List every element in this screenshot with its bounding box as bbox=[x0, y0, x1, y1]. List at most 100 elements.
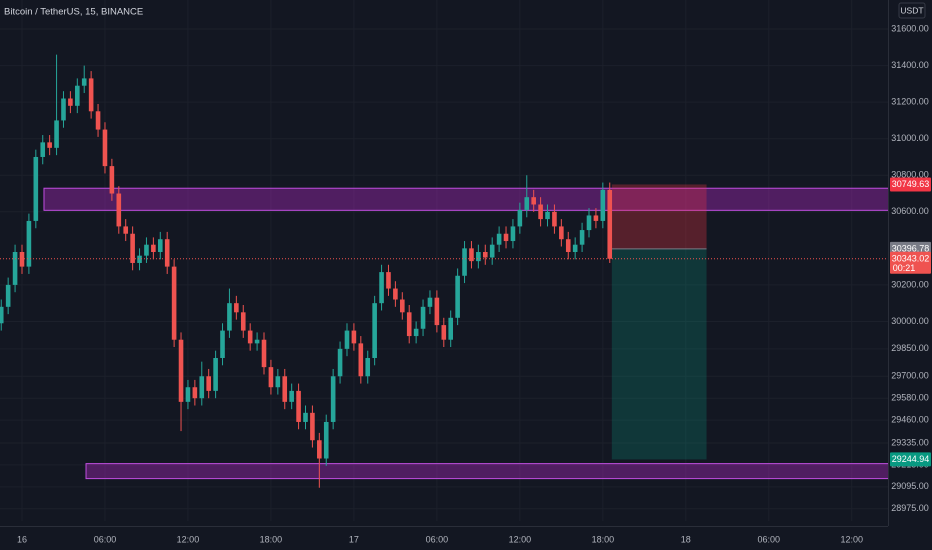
y-tick-label: 30800.00 bbox=[891, 170, 929, 180]
y-tick-label: 29335.00 bbox=[891, 437, 929, 447]
candle-body bbox=[469, 248, 474, 262]
chart-title: Bitcoin / TetherUS, 15, BINANCE bbox=[4, 7, 143, 18]
candle-body bbox=[234, 303, 239, 313]
last-price-box bbox=[890, 251, 931, 274]
candle-body bbox=[351, 330, 357, 344]
stop-label-box bbox=[890, 177, 931, 192]
candle-body bbox=[144, 244, 149, 256]
unit-label: USDT bbox=[900, 5, 923, 15]
candle-body bbox=[455, 275, 460, 318]
candle-body bbox=[254, 339, 260, 344]
candle-body bbox=[559, 226, 564, 240]
candle-body bbox=[213, 357, 218, 391]
candle-body bbox=[538, 204, 543, 220]
candle-body bbox=[420, 306, 426, 329]
x-tick-label: 12:00 bbox=[841, 534, 864, 544]
candle-body bbox=[289, 390, 294, 402]
stop-label: 30749.63 bbox=[892, 179, 930, 189]
x-tick-label: 12:00 bbox=[177, 534, 200, 544]
candle-body bbox=[517, 209, 523, 227]
x-tick-label: 12:00 bbox=[509, 534, 532, 544]
target-label-box bbox=[890, 452, 931, 467]
candle-body bbox=[365, 357, 371, 377]
candle-body bbox=[109, 166, 115, 194]
candle-body bbox=[462, 248, 467, 276]
candle-body bbox=[5, 284, 11, 307]
stop-area bbox=[611, 184, 707, 249]
candle-body bbox=[151, 244, 156, 253]
candle-body bbox=[157, 239, 163, 253]
countdown-label: 00:21 bbox=[893, 263, 916, 273]
candle-body bbox=[552, 211, 557, 227]
candle-body bbox=[102, 129, 108, 167]
candle-body bbox=[441, 325, 447, 340]
candle-body bbox=[178, 339, 184, 402]
candle-body bbox=[323, 421, 329, 459]
candle-body bbox=[275, 376, 281, 388]
candle-body bbox=[240, 312, 246, 331]
x-tick-label: 18:00 bbox=[592, 534, 615, 544]
candle-body bbox=[75, 85, 80, 106]
candle-body bbox=[317, 440, 322, 459]
candle-body bbox=[261, 339, 267, 368]
time-axis bbox=[0, 526, 932, 550]
candle-body bbox=[607, 189, 613, 259]
candle-body bbox=[586, 215, 592, 231]
y-tick-label: 30600.00 bbox=[891, 206, 929, 216]
candle-body bbox=[185, 387, 191, 402]
y-tick-label: 29460.00 bbox=[891, 415, 929, 425]
candle-body bbox=[47, 142, 52, 148]
candle-body bbox=[593, 215, 599, 221]
zone bbox=[85, 463, 891, 480]
x-tick-label: 06:00 bbox=[94, 534, 117, 544]
y-tick-label: 31200.00 bbox=[891, 97, 929, 107]
candle-body bbox=[88, 78, 94, 112]
candle-body bbox=[476, 252, 481, 262]
candle-body bbox=[434, 297, 440, 326]
candle-body bbox=[572, 244, 578, 253]
target-area bbox=[611, 248, 707, 460]
y-tick-label: 31600.00 bbox=[891, 23, 929, 33]
candle-body bbox=[496, 233, 502, 245]
y-tick-label: 29580.00 bbox=[891, 393, 929, 403]
candle-body bbox=[220, 330, 225, 358]
candle-body bbox=[164, 239, 170, 267]
candle-body bbox=[68, 98, 73, 106]
candle-body bbox=[296, 390, 301, 422]
candle-body bbox=[524, 197, 530, 210]
candle-body bbox=[26, 220, 32, 267]
candle-body bbox=[393, 288, 398, 300]
y-tick-label: 31400.00 bbox=[891, 60, 929, 70]
candle-body bbox=[137, 255, 142, 263]
candle-body bbox=[600, 189, 606, 221]
x-tick-label: 17 bbox=[349, 534, 359, 544]
target-label: 29244.94 bbox=[892, 454, 930, 464]
last-price-label: 30343.02 bbox=[892, 254, 930, 264]
candle-body bbox=[427, 297, 433, 307]
candle-body bbox=[81, 78, 87, 86]
x-tick-label: 16 bbox=[17, 534, 27, 544]
candle-body bbox=[489, 244, 495, 258]
candle-body bbox=[344, 330, 350, 349]
x-tick-label: 06:00 bbox=[426, 534, 449, 544]
candle-body bbox=[116, 193, 122, 227]
candle-body bbox=[330, 376, 336, 422]
candle-body bbox=[358, 343, 364, 377]
y-tick-label: 29095.00 bbox=[891, 481, 929, 491]
candle-body bbox=[303, 412, 308, 422]
candle-body bbox=[33, 156, 39, 221]
candle-body bbox=[19, 252, 25, 267]
candle-body bbox=[386, 272, 391, 289]
candle-body bbox=[199, 376, 205, 399]
candle-body bbox=[95, 111, 101, 130]
x-tick-label: 06:00 bbox=[758, 534, 781, 544]
unit-box bbox=[898, 2, 926, 19]
candle-body bbox=[40, 142, 46, 157]
candle-body bbox=[400, 299, 405, 313]
candle-body bbox=[337, 348, 343, 377]
candle-body bbox=[510, 226, 516, 242]
candle-body bbox=[282, 376, 288, 402]
candle-body bbox=[54, 120, 59, 148]
